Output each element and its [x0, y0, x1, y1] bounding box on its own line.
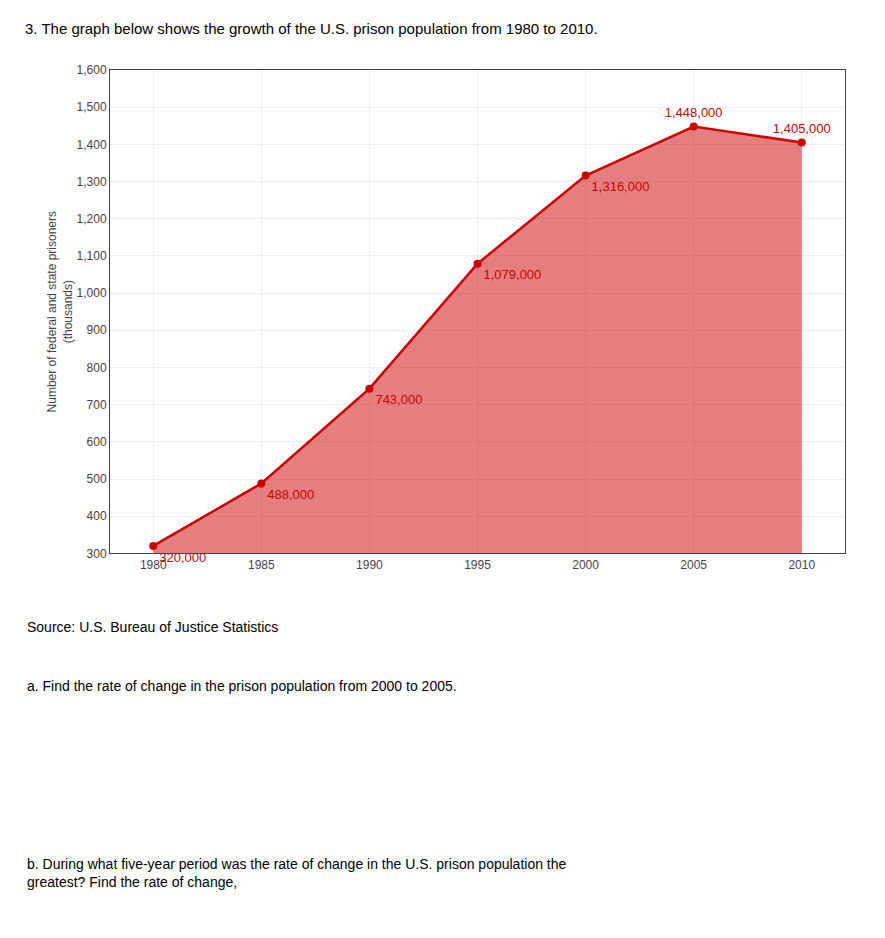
svg-text:2010: 2010	[788, 558, 815, 572]
svg-text:1,200: 1,200	[77, 212, 107, 226]
svg-text:600: 600	[87, 435, 107, 449]
svg-text:1990: 1990	[356, 558, 383, 572]
svg-text:1995: 1995	[464, 558, 491, 572]
svg-text:1,500: 1,500	[77, 100, 107, 114]
svg-text:1,100: 1,100	[77, 249, 107, 263]
svg-text:2000: 2000	[572, 558, 599, 572]
svg-text:1985: 1985	[248, 558, 275, 572]
svg-text:1,079,000: 1,079,000	[484, 267, 542, 282]
svg-text:743,000: 743,000	[375, 392, 422, 407]
svg-text:500: 500	[87, 472, 107, 486]
svg-text:Number of federal and state pr: Number of federal and state prisoners(th…	[45, 211, 75, 412]
svg-text:1980: 1980	[140, 558, 167, 572]
svg-text:1,000: 1,000	[77, 286, 107, 300]
svg-text:2005: 2005	[680, 558, 707, 572]
svg-text:320,000: 320,000	[159, 550, 206, 565]
svg-text:1,448,000: 1,448,000	[665, 105, 723, 120]
svg-text:900: 900	[87, 323, 107, 337]
svg-text:1,300: 1,300	[77, 175, 107, 189]
svg-text:1,316,000: 1,316,000	[592, 179, 650, 194]
svg-text:Source: U.S. Bureau of Justice: Source: U.S. Bureau of Justice Statistic…	[27, 619, 278, 635]
svg-text:1,405,000: 1,405,000	[773, 121, 831, 136]
svg-text:400: 400	[87, 509, 107, 523]
svg-text:488,000: 488,000	[267, 487, 314, 502]
svg-text:a. Find the rate of change in: a. Find the rate of change in the prison…	[27, 678, 457, 694]
svg-text:700: 700	[87, 398, 107, 412]
svg-text:3. The graph below shows the g: 3. The graph below shows the growth of t…	[25, 20, 598, 37]
svg-text:1,600: 1,600	[77, 63, 107, 77]
svg-text:b. During what five-year perio: b. During what five-year period was the …	[27, 856, 567, 890]
svg-text:300: 300	[87, 547, 107, 561]
svg-text:1,400: 1,400	[77, 138, 107, 152]
svg-text:800: 800	[87, 361, 107, 375]
